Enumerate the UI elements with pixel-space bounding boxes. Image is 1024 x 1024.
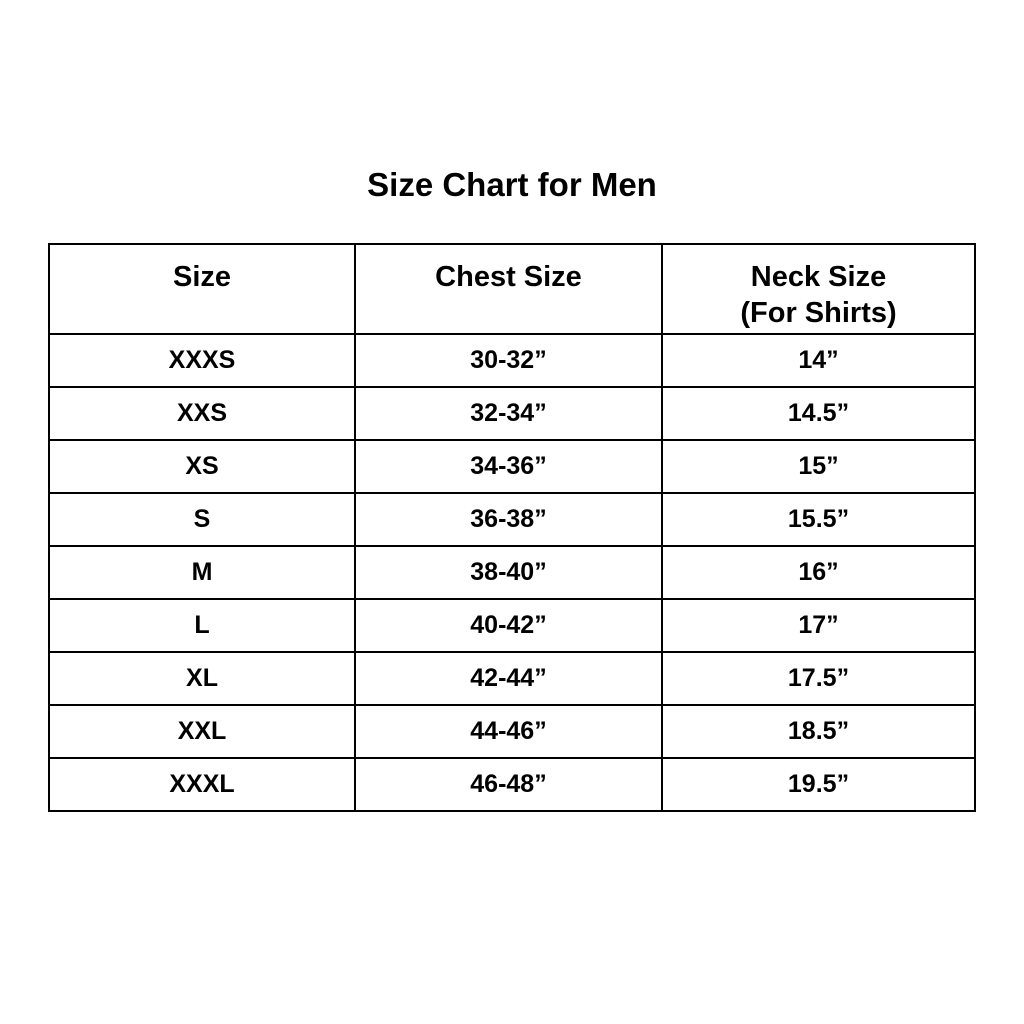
chest-size-cell: 40-42” xyxy=(354,598,663,653)
size-cell: L xyxy=(48,598,356,653)
size-cell: XXXS xyxy=(48,333,356,388)
chest-size-cell: 32-34” xyxy=(354,386,663,441)
chest-size-cell: 30-32” xyxy=(354,333,663,388)
chest-size-cell: 34-36” xyxy=(354,439,663,494)
neck-size-cell: 15.5” xyxy=(661,492,976,547)
size-cell: XXS xyxy=(48,386,356,441)
neck-size-cell: 18.5” xyxy=(661,704,976,759)
table-row: M 38-40” 16” xyxy=(48,545,976,600)
chest-size-cell: 42-44” xyxy=(354,651,663,706)
table-row: XS 34-36” 15” xyxy=(48,439,976,494)
table-header-row: Size Chest Size Neck Size (For Shirts) xyxy=(48,243,976,335)
table-row: XXL 44-46” 18.5” xyxy=(48,704,976,759)
column-header-size: Size xyxy=(48,243,356,335)
neck-size-cell: 19.5” xyxy=(661,757,976,812)
table-row: XXXL 46-48” 19.5” xyxy=(48,757,976,812)
table-row: XXS 32-34” 14.5” xyxy=(48,386,976,441)
size-cell: XL xyxy=(48,651,356,706)
page-title: Size Chart for Men xyxy=(367,166,657,203)
size-chart-table: Size Chest Size Neck Size (For Shirts) XXX… xyxy=(48,243,976,812)
neck-size-cell: 14” xyxy=(661,333,976,388)
neck-size-cell: 14.5” xyxy=(661,386,976,441)
table-row: L 40-42” 17” xyxy=(48,598,976,653)
size-cell: XXXL xyxy=(48,757,356,812)
size-cell: XS xyxy=(48,439,356,494)
size-cell: S xyxy=(48,492,356,547)
neck-size-cell: 17.5” xyxy=(661,651,976,706)
neck-size-cell: 17” xyxy=(661,598,976,653)
chest-size-cell: 36-38” xyxy=(354,492,663,547)
chest-size-cell: 44-46” xyxy=(354,704,663,759)
table-row: S 36-38” 15.5” xyxy=(48,492,976,547)
table-row: XL 42-44” 17.5” xyxy=(48,651,976,706)
chest-size-cell: 38-40” xyxy=(354,545,663,600)
neck-size-cell: 15” xyxy=(661,439,976,494)
table-row: XXXS 30-32” 14” xyxy=(48,333,976,388)
chest-size-cell: 46-48” xyxy=(354,757,663,812)
neck-size-cell: 16” xyxy=(661,545,976,600)
column-header-chest-size: Chest Size xyxy=(354,243,663,335)
size-cell: M xyxy=(48,545,356,600)
column-header-neck-size: Neck Size (For Shirts) xyxy=(661,243,976,335)
size-cell: XXL xyxy=(48,704,356,759)
